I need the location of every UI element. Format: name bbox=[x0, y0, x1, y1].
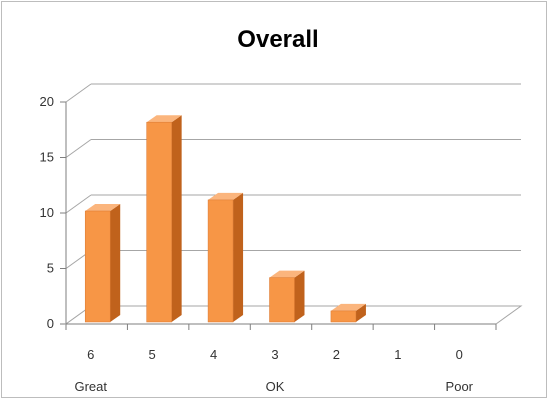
x-tick-label: 5 bbox=[149, 347, 156, 362]
chart-title: Overall bbox=[237, 26, 318, 53]
bar-side bbox=[355, 303, 366, 322]
y-tick-label: 5 bbox=[47, 261, 54, 276]
y-tick-label: 15 bbox=[40, 150, 54, 165]
bar bbox=[207, 192, 244, 323]
bar-front bbox=[84, 210, 111, 323]
bar-front bbox=[330, 310, 357, 323]
x-tick-labels: 6 5 4 3 2 1 0 bbox=[87, 347, 463, 362]
y-tick-labels: 0 5 10 15 20 bbox=[40, 94, 54, 331]
y-tick-label: 10 bbox=[40, 205, 54, 220]
bar bbox=[146, 115, 182, 323]
x-tick-label: 1 bbox=[394, 347, 401, 362]
bar-front bbox=[146, 121, 172, 323]
bar bbox=[84, 204, 121, 323]
bar-front bbox=[207, 199, 234, 323]
bar-side bbox=[294, 270, 305, 322]
category-note: Poor bbox=[446, 379, 474, 394]
bar-top bbox=[208, 192, 244, 200]
x-tick-label: 6 bbox=[87, 347, 94, 362]
bar-side bbox=[110, 204, 121, 322]
bar-top bbox=[330, 303, 366, 311]
category-note: OK bbox=[266, 379, 285, 394]
bar-side bbox=[233, 192, 244, 322]
y-tick-label: 0 bbox=[47, 316, 54, 331]
bar-side bbox=[171, 115, 182, 322]
bar-top bbox=[146, 115, 182, 123]
gridline-depth bbox=[65, 83, 92, 103]
gridline-depth bbox=[65, 194, 92, 214]
x-tick-label: 0 bbox=[456, 347, 463, 362]
bar-front bbox=[269, 277, 295, 323]
category-notes: Great OK Poor bbox=[74, 379, 473, 394]
x-tick-label: 3 bbox=[271, 347, 278, 362]
bars bbox=[84, 115, 366, 323]
y-tick-label: 20 bbox=[40, 94, 54, 109]
x-tick-label: 2 bbox=[333, 347, 340, 362]
category-note: Great bbox=[74, 379, 107, 394]
gridline-depth bbox=[65, 139, 92, 158]
bar bbox=[330, 303, 366, 323]
x-tick-label: 4 bbox=[210, 347, 217, 362]
bar-top bbox=[85, 204, 121, 211]
bar-top bbox=[269, 270, 305, 278]
bar bbox=[269, 270, 305, 323]
